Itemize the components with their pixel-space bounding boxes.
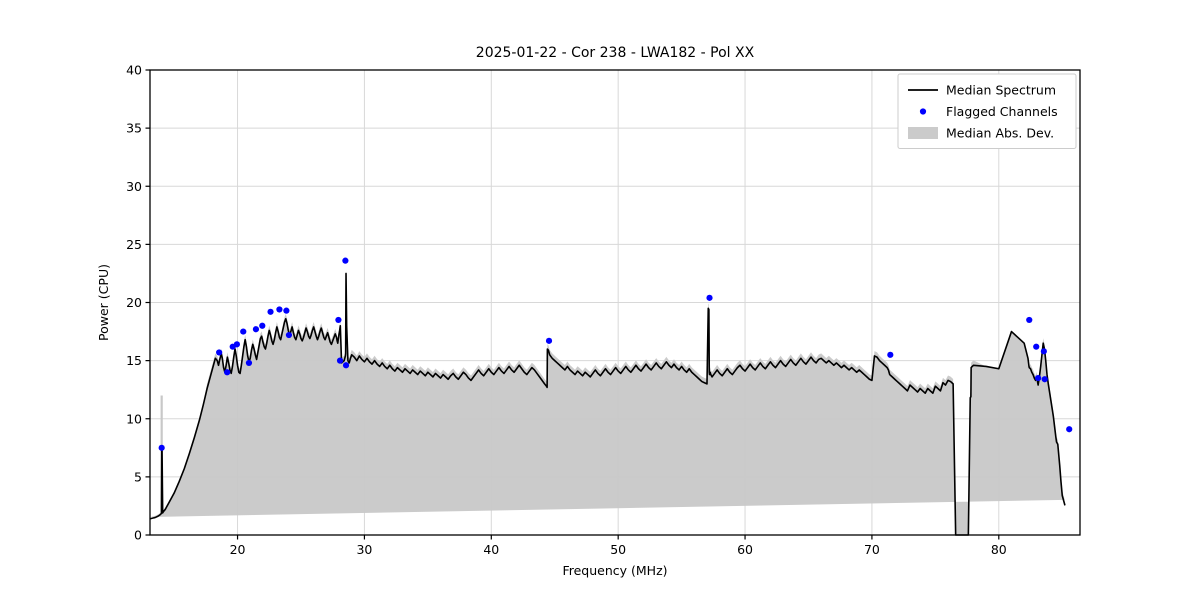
y-tick-label: 30 bbox=[126, 179, 142, 194]
y-tick-label: 35 bbox=[126, 121, 142, 136]
x-tick-label: 70 bbox=[864, 542, 880, 557]
y-tick-label: 20 bbox=[126, 295, 142, 310]
x-tick-label: 80 bbox=[991, 542, 1007, 557]
y-tick-label: 10 bbox=[126, 411, 142, 426]
legend-item[interactable]: Median Abs. Dev. bbox=[908, 126, 1054, 141]
y-tick-label: 5 bbox=[134, 469, 142, 484]
y-tick-label: 25 bbox=[126, 237, 142, 252]
y-tick-label: 15 bbox=[126, 353, 142, 368]
x-tick-label: 60 bbox=[737, 542, 753, 557]
x-tick-label: 40 bbox=[483, 542, 499, 557]
legend-item[interactable]: Flagged Channels bbox=[919, 104, 1058, 119]
legend-label: Flagged Channels bbox=[946, 104, 1058, 119]
page-title: 2025-01-22 - Cor 238 - LWA182 - Pol XX bbox=[476, 45, 755, 61]
flagged-channels-points bbox=[158, 257, 1073, 451]
y-tick-label: 40 bbox=[126, 63, 142, 78]
median-spectrum-line bbox=[149, 272, 1066, 536]
x-tick-label: 30 bbox=[356, 542, 372, 557]
x-tick-label: 20 bbox=[230, 542, 246, 557]
legend[interactable]: Median Spectrum Flagged Channels Median Ab… bbox=[897, 73, 1077, 149]
x-axis-label: Frequency (MHz) bbox=[562, 563, 667, 578]
y-axis-label: Power (CPU) bbox=[96, 264, 111, 341]
legend-label: Median Spectrum bbox=[946, 83, 1056, 98]
legend-item[interactable]: Median Spectrum bbox=[908, 83, 1056, 98]
median-abs-dev-band bbox=[150, 268, 1065, 535]
x-tick-label: 50 bbox=[610, 542, 626, 557]
y-tick-label: 0 bbox=[134, 528, 142, 543]
legend-label: Median Abs. Dev. bbox=[946, 126, 1054, 141]
axis-ticks: 20 30 40 50 60 70 80 0 5 10 15 20 25 30 35 40 bbox=[126, 63, 1007, 558]
